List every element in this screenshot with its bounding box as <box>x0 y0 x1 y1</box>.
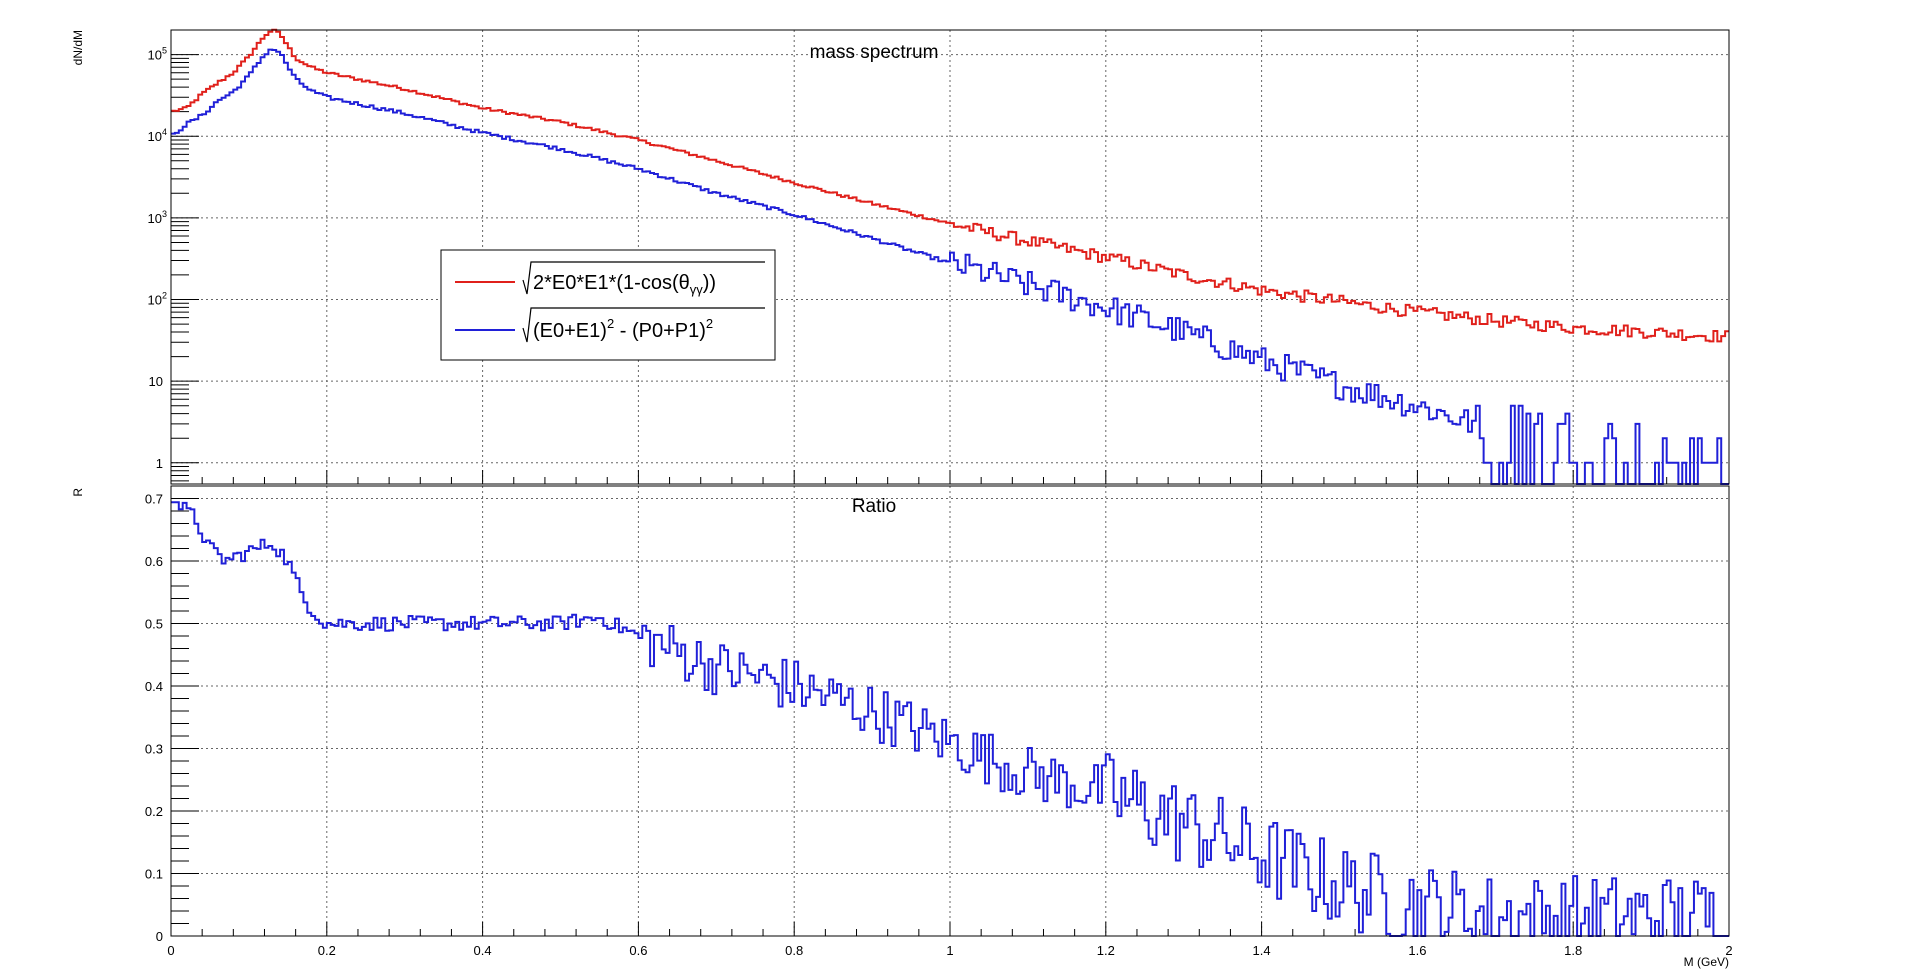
ratio-y-tick-label: 0.7 <box>145 492 163 507</box>
ratio-x-tick-label: 1.6 <box>1408 943 1426 958</box>
ratio-y-tick-labels: 0 0.1 0.2 0.3 0.4 0.5 0.6 0.7 <box>145 492 163 945</box>
ratio-x-axis-label: M (GeV) <box>1684 955 1729 969</box>
ratio-frame <box>170 485 1730 937</box>
ratio-y-tick-label: 0.3 <box>145 742 163 757</box>
ratio-x-tick-label: 1.8 <box>1564 943 1582 958</box>
ratio-pad: 0 0.1 0.2 0.3 0.4 0.5 0.6 0.7 0 0.2 0.4 0.6 0.8 1 1.2… <box>71 485 1733 969</box>
legend-2-mid: - (P0+P1) <box>614 320 706 342</box>
legend-1-tail: )) <box>703 272 716 294</box>
ratio-x-tick-label: 1 <box>946 943 953 958</box>
legend-2-sup1: 2 <box>607 316 614 331</box>
legend: 2*E0*E1*(1-cos(θγγ)) (E0+E1)2 - (P0+P1)2 <box>440 249 776 361</box>
mass-spectrum-y-tick-label: 1 <box>156 456 163 471</box>
legend-2-sup2: 2 <box>706 316 713 331</box>
mass-spectrum-title: mass spectrum <box>810 42 939 63</box>
mass-spectrum-series-1-line <box>171 28 1729 343</box>
legend-2-main: (E0+E1) <box>533 320 607 342</box>
legend-1-main: 2*E0*E1*(1-cos(θ <box>533 272 690 294</box>
mass-spectrum-y-tick-label: 10 <box>149 374 163 389</box>
mass-spectrum-y-axis-label: dN/dM <box>71 30 85 65</box>
mass-spectrum-y-tick-label: 104 <box>148 127 167 144</box>
ratio-grid <box>171 486 1729 936</box>
ratio-x-tick-label: 0.2 <box>318 943 336 958</box>
ratio-series <box>171 501 1729 937</box>
mass-spectrum-series <box>171 28 1729 485</box>
legend-entry-series-2: (E0+E1)2 - (P0+P1)2 <box>533 316 713 342</box>
mass-spectrum-pad: 1 10 102 103 104 105 mass spectrum dN/dM 2*E0… <box>71 28 1730 485</box>
ratio-x-tick-label: 0 <box>167 943 174 958</box>
ratio-x-tick-label: 1.4 <box>1253 943 1271 958</box>
legend-sqrt-sign-2 <box>522 307 765 343</box>
ratio-x-tick-label: 0.4 <box>474 943 492 958</box>
mass-spectrum-y-tick-label: 102 <box>148 291 167 308</box>
legend-entry-series-1: 2*E0*E1*(1-cos(θγγ)) <box>533 272 716 297</box>
ratio-y-tick-label: 0.4 <box>145 679 163 694</box>
legend-sqrt-sign-1 <box>522 261 765 295</box>
ratio-y-tick-label: 0.1 <box>145 867 163 882</box>
legend-1-sub: γγ <box>690 282 704 297</box>
ratio-x-tick-label: 0.6 <box>629 943 647 958</box>
mass-spectrum-y-tick-label: 103 <box>148 209 167 226</box>
legend-box <box>440 249 776 361</box>
ratio-y-tick-label: 0 <box>156 929 163 944</box>
ratio-x-tick-label: 1.2 <box>1097 943 1115 958</box>
mass-spectrum-frame <box>170 29 1730 485</box>
ratio-y-tick-label: 0.6 <box>145 554 163 569</box>
ratio-y-axis-label: R <box>71 488 85 497</box>
ratio-x-tick-labels: 0 0.2 0.4 0.6 0.8 1 1.2 1.4 1.6 1.8 2 <box>167 943 1732 958</box>
mass-spectrum-series-2-line <box>171 48 1729 485</box>
ratio-series-line <box>171 501 1729 937</box>
ratio-x-tick-label: 0.8 <box>785 943 803 958</box>
ratio-x-tick-label: 2 <box>1725 943 1732 958</box>
mass-spectrum-y-tick-label: 105 <box>148 46 167 63</box>
mass-spectrum-y-tick-labels: 1 10 102 103 104 105 <box>148 46 167 471</box>
ratio-y-tick-label: 0.2 <box>145 804 163 819</box>
ratio-minor-ticks <box>170 498 1730 937</box>
ratio-y-tick-label: 0.5 <box>145 617 163 632</box>
ratio-title: Ratio <box>852 496 896 517</box>
